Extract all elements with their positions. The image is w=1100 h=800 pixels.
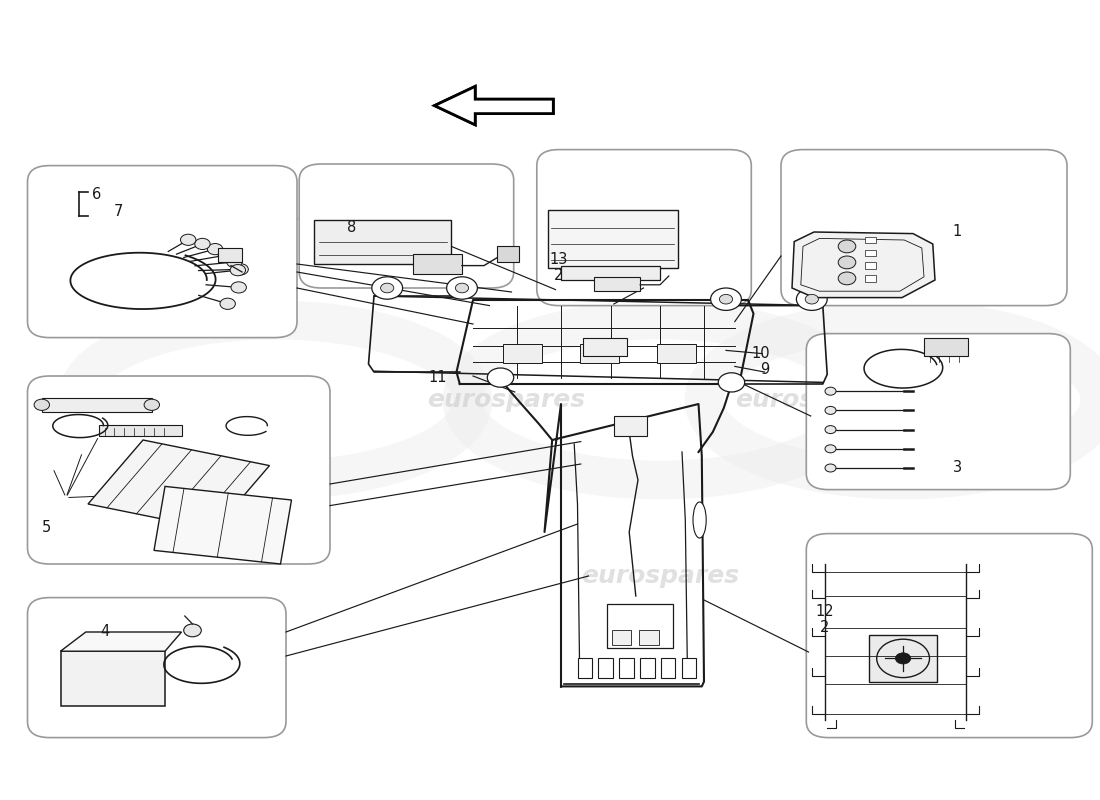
Circle shape: [719, 294, 733, 304]
Text: 13: 13: [550, 253, 568, 267]
Bar: [612, 630, 631, 645]
FancyBboxPatch shape: [781, 150, 1067, 306]
Polygon shape: [60, 632, 182, 651]
Bar: [42, 398, 152, 412]
Bar: [548, 210, 678, 268]
Circle shape: [195, 238, 210, 250]
Circle shape: [805, 294, 818, 304]
Circle shape: [208, 243, 223, 254]
Bar: [60, 651, 165, 706]
Bar: [503, 344, 542, 363]
Bar: [583, 338, 627, 356]
Text: 2: 2: [554, 269, 563, 283]
Polygon shape: [154, 486, 292, 564]
FancyBboxPatch shape: [28, 376, 330, 564]
Circle shape: [180, 234, 196, 246]
Text: eurospares: eurospares: [735, 388, 893, 412]
Circle shape: [230, 265, 245, 276]
Circle shape: [447, 277, 477, 299]
Text: eurospares: eurospares: [251, 212, 409, 236]
Circle shape: [895, 653, 911, 664]
Text: 4: 4: [100, 625, 109, 639]
Circle shape: [825, 464, 836, 472]
Text: 2: 2: [821, 621, 829, 635]
Text: eurospares: eurospares: [427, 388, 585, 412]
Bar: [924, 338, 968, 356]
Bar: [640, 658, 654, 678]
Bar: [580, 344, 619, 363]
Circle shape: [381, 283, 394, 293]
Circle shape: [487, 368, 514, 387]
Text: eurospares: eurospares: [581, 564, 739, 588]
Bar: [497, 246, 519, 262]
Text: 6: 6: [92, 187, 101, 202]
FancyBboxPatch shape: [806, 334, 1070, 490]
Text: 8: 8: [348, 221, 356, 235]
Text: eurospares: eurospares: [75, 388, 233, 412]
Polygon shape: [434, 86, 553, 125]
Bar: [865, 275, 876, 282]
Circle shape: [838, 240, 856, 253]
Circle shape: [372, 277, 403, 299]
Bar: [314, 220, 451, 264]
Circle shape: [838, 256, 856, 269]
Circle shape: [455, 283, 469, 293]
Bar: [99, 425, 182, 436]
Text: 7: 7: [114, 205, 123, 219]
FancyBboxPatch shape: [537, 150, 751, 306]
Bar: [218, 248, 242, 262]
Text: 11: 11: [429, 370, 447, 385]
Text: 12: 12: [816, 605, 834, 619]
FancyBboxPatch shape: [299, 164, 514, 288]
FancyBboxPatch shape: [806, 534, 1092, 738]
Bar: [865, 262, 876, 269]
Bar: [578, 658, 592, 678]
Text: 1: 1: [953, 225, 961, 239]
Circle shape: [711, 288, 741, 310]
Circle shape: [233, 264, 249, 275]
Bar: [607, 604, 673, 648]
Bar: [661, 658, 675, 678]
Circle shape: [718, 373, 745, 392]
Circle shape: [34, 399, 50, 410]
Text: 9: 9: [760, 362, 769, 377]
Circle shape: [825, 426, 836, 434]
Bar: [657, 344, 696, 363]
Bar: [869, 635, 937, 682]
Bar: [594, 277, 640, 291]
Polygon shape: [88, 440, 270, 530]
FancyBboxPatch shape: [28, 598, 286, 738]
Bar: [682, 658, 696, 678]
Bar: [619, 658, 634, 678]
Bar: [598, 658, 613, 678]
Circle shape: [825, 445, 836, 453]
Text: 10: 10: [752, 346, 770, 361]
Circle shape: [144, 399, 159, 410]
Circle shape: [825, 387, 836, 395]
Circle shape: [231, 282, 246, 293]
Bar: [412, 254, 462, 274]
Polygon shape: [792, 232, 935, 298]
FancyBboxPatch shape: [28, 166, 297, 338]
Circle shape: [218, 250, 233, 261]
Bar: [865, 237, 876, 243]
Ellipse shape: [693, 502, 706, 538]
Circle shape: [184, 624, 201, 637]
Bar: [614, 416, 647, 436]
Circle shape: [220, 298, 235, 310]
Circle shape: [227, 256, 242, 267]
Circle shape: [796, 288, 827, 310]
Text: 3: 3: [953, 461, 961, 475]
Bar: [865, 250, 876, 256]
Bar: [561, 266, 660, 280]
Bar: [639, 630, 659, 645]
Circle shape: [825, 406, 836, 414]
Circle shape: [838, 272, 856, 285]
Polygon shape: [434, 86, 553, 125]
Text: 5: 5: [42, 521, 51, 535]
